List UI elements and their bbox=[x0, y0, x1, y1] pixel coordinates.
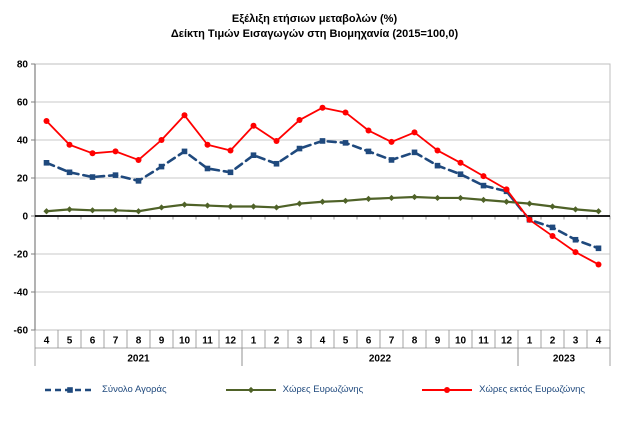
svg-text:3: 3 bbox=[573, 336, 579, 347]
svg-text:11: 11 bbox=[202, 336, 213, 347]
svg-text:9: 9 bbox=[159, 336, 165, 347]
dashed-line-square-marker-icon bbox=[45, 386, 96, 393]
svg-text:7: 7 bbox=[389, 336, 395, 347]
legend-item-total-market: Σύνολο Αγοράς bbox=[44, 384, 167, 395]
solid-line-diamond-marker-icon bbox=[225, 386, 276, 393]
svg-text:1: 1 bbox=[251, 336, 257, 347]
legend-label-non-eurozone: Χώρες εκτός Ευρωζώνης bbox=[479, 384, 585, 395]
svg-text:2: 2 bbox=[550, 336, 556, 347]
svg-text:-60: -60 bbox=[14, 326, 29, 337]
svg-text:-20: -20 bbox=[14, 250, 29, 261]
svg-text:2022: 2022 bbox=[369, 354, 392, 365]
chart-title-line1: Εξέλιξη ετήσιων μεταβολών (%) bbox=[231, 13, 398, 25]
svg-text:8: 8 bbox=[412, 336, 418, 347]
svg-text:4: 4 bbox=[44, 336, 50, 347]
legend-item-non-eurozone: Χώρες εκτός Ευρωζώνης bbox=[421, 384, 585, 395]
svg-text:1: 1 bbox=[527, 336, 533, 347]
svg-text:0: 0 bbox=[22, 212, 28, 223]
chart-title: Εξέλιξη ετήσιων μεταβολών (%) Δείκτη Τιμ… bbox=[0, 12, 629, 42]
svg-text:80: 80 bbox=[17, 60, 29, 71]
svg-text:4: 4 bbox=[596, 336, 602, 347]
svg-text:-40: -40 bbox=[14, 288, 29, 299]
legend-label-eurozone: Χώρες Ευρωζώνης bbox=[282, 384, 364, 395]
svg-text:3: 3 bbox=[297, 336, 303, 347]
chart-legend: Σύνολο Αγοράς Χώρες Ευρωζώνης Χώρες εκτό… bbox=[0, 384, 629, 395]
chart-title-line2: Δείκτη Τιμών Εισαγωγών στη Βιομηχανία (2… bbox=[170, 28, 459, 40]
svg-text:9: 9 bbox=[435, 336, 441, 347]
svg-text:40: 40 bbox=[17, 136, 29, 147]
svg-text:11: 11 bbox=[478, 336, 489, 347]
svg-text:6: 6 bbox=[366, 336, 372, 347]
svg-text:60: 60 bbox=[17, 98, 29, 109]
svg-text:4: 4 bbox=[320, 336, 326, 347]
legend-label-total-market: Σύνολο Αγοράς bbox=[102, 384, 167, 395]
svg-text:7: 7 bbox=[113, 336, 119, 347]
svg-text:6: 6 bbox=[90, 336, 96, 347]
svg-text:12: 12 bbox=[501, 336, 513, 347]
svg-text:5: 5 bbox=[343, 336, 349, 347]
svg-text:2023: 2023 bbox=[553, 354, 576, 365]
legend-item-eurozone: Χώρες Ευρωζώνης bbox=[225, 384, 364, 395]
svg-text:10: 10 bbox=[179, 336, 191, 347]
svg-text:2021: 2021 bbox=[127, 354, 150, 365]
svg-text:10: 10 bbox=[455, 336, 467, 347]
svg-text:5: 5 bbox=[67, 336, 73, 347]
svg-text:8: 8 bbox=[136, 336, 142, 347]
svg-text:20: 20 bbox=[17, 174, 29, 185]
svg-text:2: 2 bbox=[274, 336, 280, 347]
solid-line-circle-marker-icon bbox=[422, 386, 473, 393]
svg-text:12: 12 bbox=[225, 336, 237, 347]
